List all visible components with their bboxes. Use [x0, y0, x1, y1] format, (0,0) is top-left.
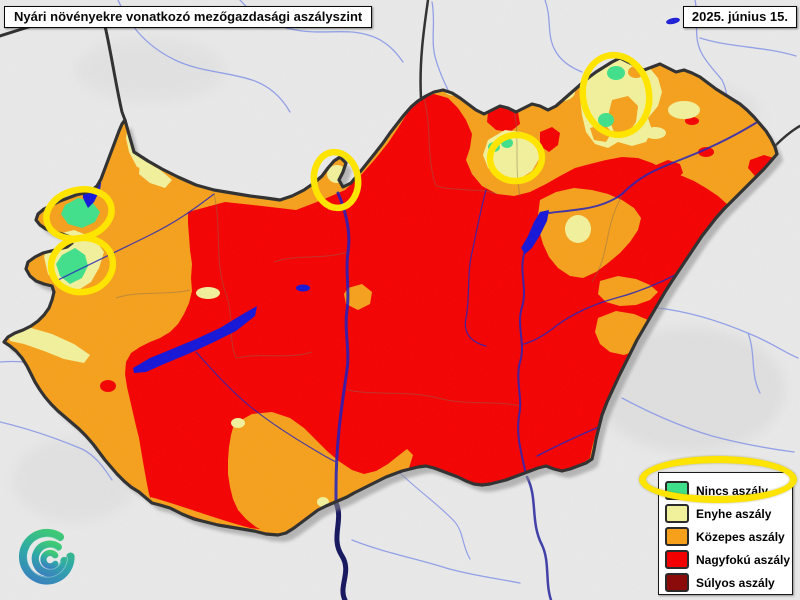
map-highlight-ellipses	[43, 51, 653, 296]
legend-swatch-severe	[665, 550, 689, 569]
legend-row-no-drought: Nincs aszály	[665, 479, 792, 502]
legend-swatch-serious	[665, 573, 689, 592]
legend-swatch-mild	[665, 504, 689, 523]
highlight-ellipse-koszeg	[47, 234, 117, 296]
highlight-ellipse-borzsony	[310, 148, 362, 212]
legend-row-moderate: Közepes aszály	[665, 525, 792, 548]
highlight-ellipse-zemplen	[579, 51, 653, 139]
map-legend: Nincs aszály Enyhe aszály Közepes aszály…	[658, 472, 793, 595]
legend-swatch-no-drought	[665, 481, 689, 500]
map-title-box: Nyári növényekre vonatkozó mezőgazdasági…	[4, 6, 373, 28]
hungaromet-logo	[12, 524, 78, 590]
map-date: 2025. június 15.	[691, 9, 788, 24]
legend-label: Súlyos aszály	[696, 575, 775, 590]
legend-label: Közepes aszály	[696, 529, 785, 544]
legend-label: Nincs aszály	[696, 483, 769, 498]
legend-row-severe: Nagyfokú aszály	[665, 548, 792, 571]
map-title: Nyári növényekre vonatkozó mezőgazdasági…	[14, 9, 363, 24]
map-date-box: 2025. június 15.	[682, 6, 797, 28]
legend-label: Nagyfokú aszály	[696, 552, 791, 567]
swirl-logo-icon	[18, 528, 75, 585]
legend-swatch-moderate	[665, 527, 689, 546]
legend-row-serious: Súlyos aszály	[665, 571, 792, 594]
highlight-ellipse-matra	[486, 131, 546, 185]
legend-label: Enyhe aszály	[696, 506, 772, 521]
legend-row-mild: Enyhe aszály	[665, 502, 792, 525]
